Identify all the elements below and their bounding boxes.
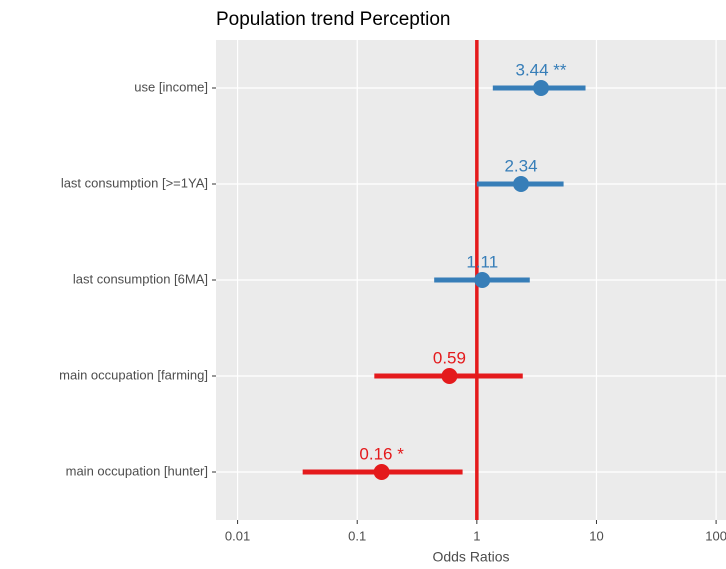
x-tick-label: 100 bbox=[705, 528, 726, 543]
chart-title: Population trend Perception bbox=[216, 9, 451, 30]
point bbox=[513, 176, 530, 192]
x-tick-label: 1 bbox=[473, 528, 480, 543]
value-label: 2.34 bbox=[504, 156, 537, 175]
value-label: 3.44 ** bbox=[516, 60, 567, 79]
value-label: 1.11 bbox=[466, 252, 498, 271]
x-tick-label: 0.1 bbox=[348, 528, 366, 543]
y-tick-label: main occupation [farming] bbox=[59, 367, 208, 382]
y-tick-label: last consumption [>=1YA] bbox=[61, 175, 208, 190]
x-axis-title: Odds Ratios bbox=[432, 549, 509, 565]
point bbox=[373, 464, 390, 480]
x-tick-label: 10 bbox=[589, 528, 603, 543]
point bbox=[533, 80, 550, 96]
value-label: 0.59 bbox=[433, 348, 466, 367]
value-label: 0.16 * bbox=[359, 444, 404, 463]
point bbox=[441, 368, 458, 384]
point bbox=[474, 272, 491, 288]
x-tick-label: 0.01 bbox=[225, 528, 250, 543]
y-tick-label: use [income] bbox=[134, 79, 208, 94]
y-tick-label: main occupation [hunter] bbox=[66, 463, 208, 478]
y-tick-label: last consumption [6MA] bbox=[73, 271, 208, 286]
